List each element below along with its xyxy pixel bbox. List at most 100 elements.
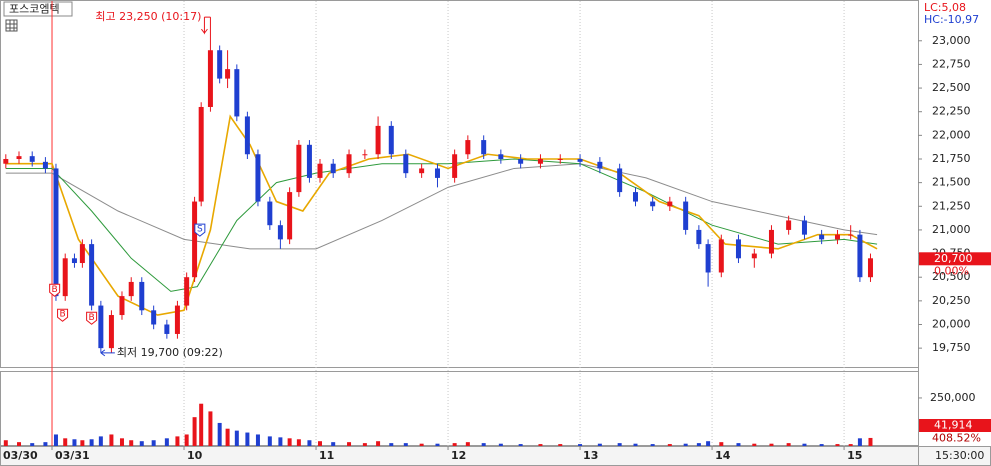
candle-body: [89, 244, 95, 306]
candle-body: [518, 158, 524, 164]
high-arrow: [201, 17, 208, 35]
y-tick-label: 20,500: [932, 270, 971, 283]
signal-marker: [86, 311, 98, 325]
y-tick-label: 23,000: [932, 34, 971, 47]
volume-bar: [287, 438, 292, 446]
signal-marker: [49, 283, 61, 297]
volume-bar: [199, 403, 204, 446]
volume-bar: [835, 444, 840, 446]
stock-name-box[interactable]: [3, 1, 73, 17]
candle-body: [255, 154, 261, 202]
volume-bar: [184, 434, 189, 446]
volume-bar: [30, 443, 35, 446]
volume-bar: [80, 440, 85, 446]
candle-body: [151, 310, 157, 325]
candle-body: [705, 244, 711, 273]
volume-ratio: 408.52%: [932, 432, 981, 445]
y-tick-label: 22,750: [932, 57, 971, 70]
candle-body: [62, 258, 68, 297]
signal-label: S: [197, 225, 203, 235]
volume-bar: [267, 436, 272, 446]
volume-bar: [362, 443, 367, 446]
volume-bar: [3, 440, 8, 446]
volume-bar: [245, 432, 250, 446]
candle-body: [42, 161, 48, 169]
candle-body: [537, 158, 543, 164]
volume-bar: [307, 440, 312, 446]
candle-body: [198, 106, 204, 202]
volume-bar: [667, 444, 672, 446]
volume-bar: [389, 443, 394, 446]
volume-bar: [98, 436, 103, 446]
x-tick-label: 15: [847, 449, 862, 462]
candle-body: [234, 69, 240, 117]
candle-body: [481, 140, 487, 155]
candle-body: [277, 225, 283, 240]
volume-bar: [317, 441, 322, 446]
candle-body: [287, 192, 293, 240]
volume-bar: [347, 442, 352, 446]
volume-bar: [175, 436, 180, 446]
candle-body: [207, 50, 213, 107]
volume-bar: [17, 442, 22, 446]
volume-bar: [683, 443, 688, 446]
candle-body: [768, 229, 774, 254]
volume-bar: [376, 441, 381, 446]
candle-body: [71, 258, 77, 264]
signal-label: B: [52, 285, 58, 295]
candle-body: [667, 201, 673, 207]
volume-bar: [752, 443, 757, 446]
candle-body: [735, 239, 741, 259]
y-tick-label: 20,000: [932, 317, 971, 330]
y-tick-label: 21,000: [932, 223, 971, 236]
volume-bar: [89, 439, 94, 446]
volume-bar: [151, 440, 156, 446]
volume-bar: [225, 428, 230, 446]
volume-bar: [597, 443, 602, 446]
candle-body: [362, 154, 368, 156]
low-arrow: [100, 349, 115, 357]
candle-body: [244, 116, 250, 155]
stock-name: 포스코엠텍: [9, 3, 60, 16]
volume-bar: [278, 437, 283, 446]
volume-bar: [296, 439, 301, 446]
candle-body: [29, 156, 35, 162]
candle-body: [164, 324, 170, 334]
candle-body: [557, 158, 563, 160]
current-price: 20,700: [934, 252, 973, 265]
volume-bar: [234, 430, 239, 446]
volume-bar: [164, 438, 169, 446]
volume-bar: [518, 444, 523, 446]
candle-body: [597, 161, 603, 169]
volume-bar: [192, 417, 197, 446]
volume-bar: [403, 443, 408, 446]
volume-bar: [578, 444, 583, 446]
candle-body: [3, 158, 9, 164]
candle-body: [801, 220, 807, 235]
volume-bar: [868, 437, 873, 446]
x-tick-label: 14: [715, 449, 731, 462]
current-price-box: [919, 252, 991, 266]
candle-body: [53, 168, 59, 297]
candle-body: [119, 296, 125, 316]
x-tick-label: 10: [187, 449, 203, 462]
volume-bar: [465, 442, 470, 446]
grid-icon-lines: [6, 20, 17, 31]
candle-body: [108, 315, 114, 349]
current-volume-box: [919, 419, 991, 432]
volume-bar: [419, 443, 424, 446]
candle-body: [696, 229, 702, 245]
candle-body: [174, 305, 180, 334]
y-tick-label: 250,000: [930, 391, 976, 404]
candle-body: [848, 234, 854, 236]
candle-body: [819, 234, 825, 240]
grid-icon[interactable]: [5, 19, 18, 32]
candle-body: [834, 234, 840, 240]
candle-body: [346, 154, 352, 174]
volume-bar: [139, 441, 144, 446]
x-tick-label: 12: [451, 449, 466, 462]
signal-marker: [194, 223, 206, 237]
candle-body: [867, 258, 873, 278]
